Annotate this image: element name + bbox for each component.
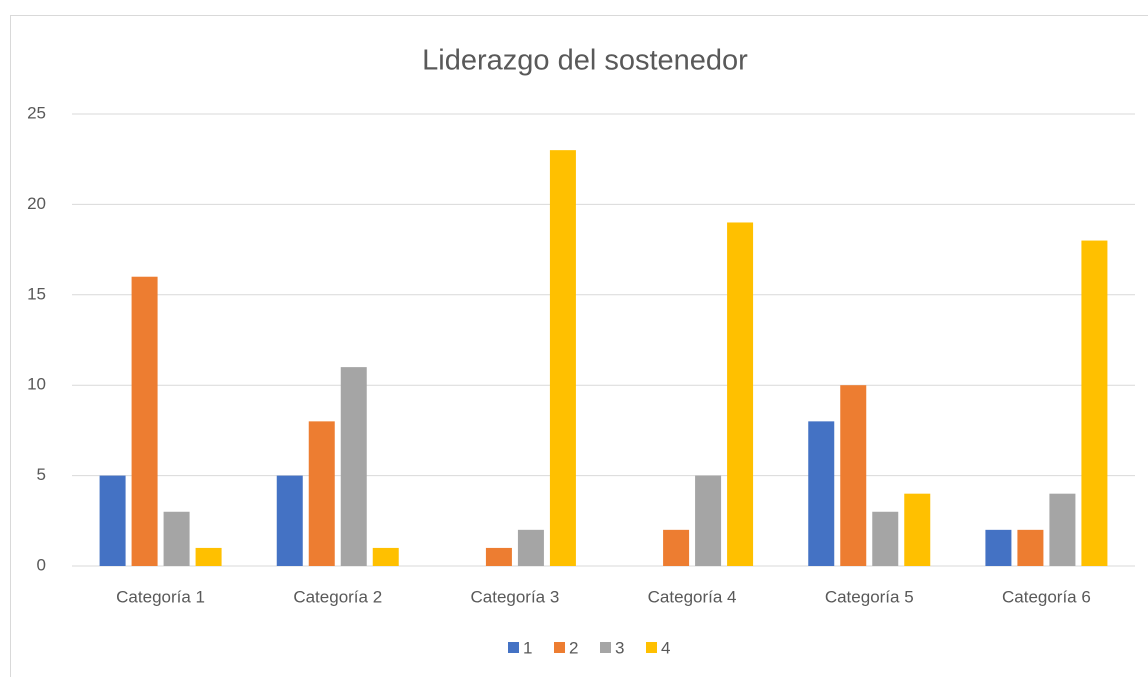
bar	[340, 367, 367, 566]
legend-label: 3	[615, 638, 624, 657]
y-tick-label: 20	[27, 194, 46, 213]
bar	[808, 421, 835, 566]
bar	[663, 529, 690, 566]
chart-frame	[10, 15, 1148, 677]
bar	[985, 529, 1012, 566]
x-tick-label: Categoría 1	[116, 587, 205, 606]
y-tick-label: 25	[27, 103, 46, 122]
legend-label: 4	[661, 638, 670, 657]
y-tick-label: 15	[27, 284, 46, 303]
y-tick-label: 10	[27, 375, 46, 394]
legend-swatch	[646, 642, 657, 653]
bar	[904, 493, 931, 566]
y-tick-label: 5	[37, 465, 46, 484]
x-tick-label: Categoría 4	[648, 587, 737, 606]
y-tick-label: 0	[37, 555, 46, 574]
x-tick-label: Categoría 6	[1002, 587, 1091, 606]
bar	[549, 150, 576, 566]
bar	[372, 547, 399, 566]
bar	[872, 511, 899, 566]
legend-label: 2	[569, 638, 578, 657]
bar	[1017, 529, 1044, 566]
bar	[163, 511, 190, 566]
bar	[840, 385, 867, 566]
bar	[99, 475, 126, 566]
bar	[131, 276, 158, 566]
bar	[727, 222, 754, 567]
chart-title: Liderazgo del sostenedor	[422, 45, 748, 77]
bar	[517, 529, 544, 566]
x-tick-label: Categoría 3	[470, 587, 559, 606]
legend-swatch	[554, 642, 565, 653]
legend-swatch	[600, 642, 611, 653]
bar	[485, 547, 512, 566]
bar	[1081, 240, 1108, 566]
bar	[308, 421, 335, 566]
bar	[1049, 493, 1076, 566]
x-tick-label: Categoría 2	[293, 587, 382, 606]
bar	[276, 475, 303, 566]
legend-swatch	[508, 642, 519, 653]
x-tick-label: Categoría 5	[825, 587, 914, 606]
legend-label: 1	[523, 638, 532, 657]
bar	[695, 475, 722, 566]
bar	[195, 547, 222, 566]
